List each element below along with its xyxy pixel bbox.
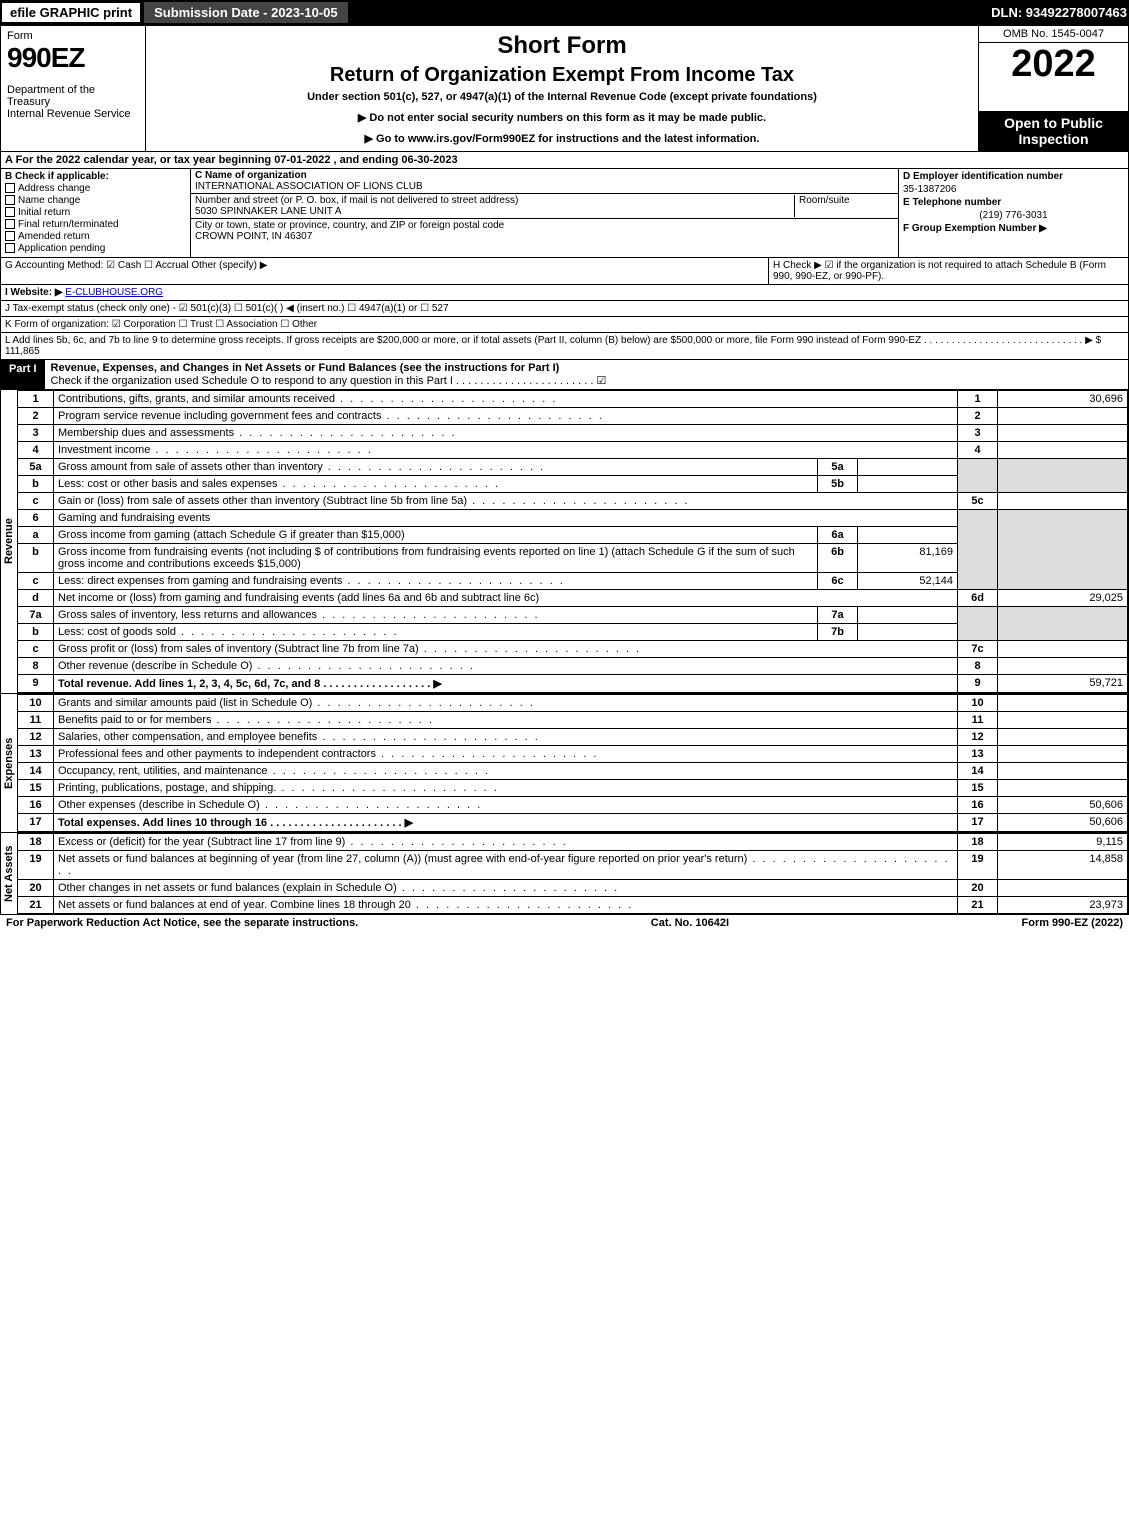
header-right: OMB No. 1545-0047 2022 Open to Public In… xyxy=(978,26,1128,151)
section-k: K Form of organization: ☑ Corporation ☐ … xyxy=(0,317,1129,333)
footer-mid: Cat. No. 10642I xyxy=(651,917,729,929)
org-street: 5030 SPINNAKER LANE UNIT A xyxy=(195,206,342,217)
ein-value: 35-1387206 xyxy=(903,184,1124,195)
section-d: D Employer identification number 35-1387… xyxy=(898,169,1128,257)
c-name-label: C Name of organization xyxy=(195,170,307,181)
header-center: Short Form Return of Organization Exempt… xyxy=(146,26,978,151)
org-city: CROWN POINT, IN 46307 xyxy=(195,231,312,242)
dln-label: DLN: 93492278007463 xyxy=(991,5,1127,20)
c-city-label: City or town, state or province, country… xyxy=(195,220,504,231)
footer: For Paperwork Reduction Act Notice, see … xyxy=(0,915,1129,931)
omb-label: OMB No. 1545-0047 xyxy=(979,26,1128,43)
website-link[interactable]: E-CLUBHOUSE.ORG xyxy=(65,287,163,298)
section-c: C Name of organizationINTERNATIONAL ASSO… xyxy=(191,169,898,257)
c-street-label: Number and street (or P. O. box, if mail… xyxy=(195,195,518,206)
group-label: F Group Exemption Number ▶ xyxy=(903,223,1047,234)
line18-amount: 9,115 xyxy=(998,834,1128,851)
line16-amount: 50,606 xyxy=(998,797,1128,814)
section-g: G Accounting Method: ☑ Cash ☐ Accrual Ot… xyxy=(1,258,768,284)
section-j: J Tax-exempt status (check only one) - ☑… xyxy=(0,301,1129,317)
chk-pending[interactable]: Application pending xyxy=(5,243,186,254)
section-i: I Website: ▶ E-CLUBHOUSE.ORG xyxy=(0,285,1129,301)
section-a: A For the 2022 calendar year, or tax yea… xyxy=(0,152,1129,169)
phone-value: (219) 776-3031 xyxy=(903,210,1124,221)
chk-amended[interactable]: Amended return xyxy=(5,231,186,242)
line17-amount: 50,606 xyxy=(998,814,1128,832)
form-number: 990EZ xyxy=(7,42,139,74)
net-assets-table: 18Excess or (deficit) for the year (Subt… xyxy=(17,833,1128,914)
chk-final[interactable]: Final return/terminated xyxy=(5,219,186,230)
form-header: Form 990EZ Department of the Treasury In… xyxy=(0,25,1129,152)
chk-address[interactable]: Address change xyxy=(5,183,186,194)
line19-amount: 14,858 xyxy=(998,851,1128,880)
open-public-badge: Open to Public Inspection xyxy=(979,111,1128,151)
subtitle: Under section 501(c), 527, or 4947(a)(1)… xyxy=(152,91,972,103)
chk-name[interactable]: Name change xyxy=(5,195,186,206)
expenses-label: Expenses xyxy=(1,694,17,832)
room-suite-label: Room/suite xyxy=(794,195,894,217)
b-title: B Check if applicable: xyxy=(5,171,109,182)
line6b-amount: 81,169 xyxy=(858,544,958,573)
short-form-title: Short Form xyxy=(152,32,972,60)
efile-print-btn[interactable]: efile GRAPHIC print xyxy=(2,3,140,22)
phone-label: E Telephone number xyxy=(903,197,1001,208)
part1-label: Part I xyxy=(1,360,45,389)
section-l: L Add lines 5b, 6c, and 7b to line 9 to … xyxy=(0,333,1129,360)
part1-title: Revenue, Expenses, and Changes in Net As… xyxy=(51,362,560,374)
part1-check: Check if the organization used Schedule … xyxy=(51,375,607,387)
section-h: H Check ▶ ☑ if the organization is not r… xyxy=(768,258,1128,284)
line21-amount: 23,973 xyxy=(998,897,1128,914)
net-assets-label: Net Assets xyxy=(1,833,17,914)
footer-left: For Paperwork Reduction Act Notice, see … xyxy=(6,917,358,929)
header-left: Form 990EZ Department of the Treasury In… xyxy=(1,26,146,151)
expenses-table: 10Grants and similar amounts paid (list … xyxy=(17,694,1128,832)
toolbar: efile GRAPHIC print Submission Date - 20… xyxy=(0,0,1129,25)
line1-amount: 30,696 xyxy=(998,391,1128,408)
org-name: INTERNATIONAL ASSOCIATION OF LIONS CLUB xyxy=(195,181,423,192)
revenue-label: Revenue xyxy=(1,390,17,693)
footer-right: Form 990-EZ (2022) xyxy=(1022,917,1123,929)
revenue-table: 1Contributions, gifts, grants, and simil… xyxy=(17,390,1128,693)
section-b: B Check if applicable: Address change Na… xyxy=(1,169,191,257)
tax-year: 2022 xyxy=(979,43,1128,111)
submission-date-btn[interactable]: Submission Date - 2023-10-05 xyxy=(144,2,348,23)
ein-label: D Employer identification number xyxy=(903,171,1063,182)
note-ssn: ▶ Do not enter social security numbers o… xyxy=(152,111,972,124)
chk-initial[interactable]: Initial return xyxy=(5,207,186,218)
form-word: Form xyxy=(7,30,139,42)
line6d-amount: 29,025 xyxy=(998,590,1128,607)
line6c-amount: 52,144 xyxy=(858,573,958,590)
line9-amount: 59,721 xyxy=(998,675,1128,693)
main-title: Return of Organization Exempt From Incom… xyxy=(152,64,972,87)
note-goto: ▶ Go to www.irs.gov/Form990EZ for instru… xyxy=(152,132,972,145)
dept-label: Department of the Treasury Internal Reve… xyxy=(7,84,139,120)
entity-block: B Check if applicable: Address change Na… xyxy=(0,169,1129,258)
